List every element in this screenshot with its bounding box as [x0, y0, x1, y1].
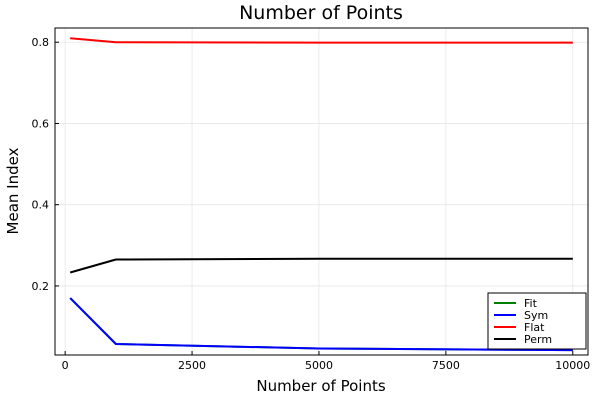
y-tick-label: 0.4: [32, 199, 50, 212]
y-tick-label: 0.8: [32, 36, 50, 49]
y-tick-label: 0.6: [32, 117, 50, 130]
axis-ticks: 0 2500 5000 7500 10000 0.2 0.4 0.6 0.8: [32, 36, 591, 372]
plot-frame: [54, 27, 589, 356]
legend-label-fit: Fit: [524, 297, 538, 310]
series-line-perm: [69, 257, 573, 274]
chart-title: Number of Points: [239, 2, 403, 24]
legend-label-perm: Perm: [524, 333, 552, 346]
y-axis-label: Mean Index: [4, 147, 22, 234]
series-line-sym: [69, 297, 573, 352]
x-axis-label: Number of Points: [256, 377, 385, 395]
y-tick-label: 0.2: [32, 280, 50, 293]
x-tick-label: 2500: [178, 359, 206, 372]
legend-label-flat: Flat: [524, 321, 545, 334]
x-tick-label: 7500: [432, 359, 460, 372]
x-tick-label: 5000: [305, 359, 333, 372]
legend-label-sym: Sym: [524, 309, 548, 322]
x-tick-label: 0: [62, 359, 69, 372]
series-lines: [69, 37, 573, 352]
x-tick-label: 10000: [555, 359, 590, 372]
series-line-flat: [70, 37, 573, 44]
